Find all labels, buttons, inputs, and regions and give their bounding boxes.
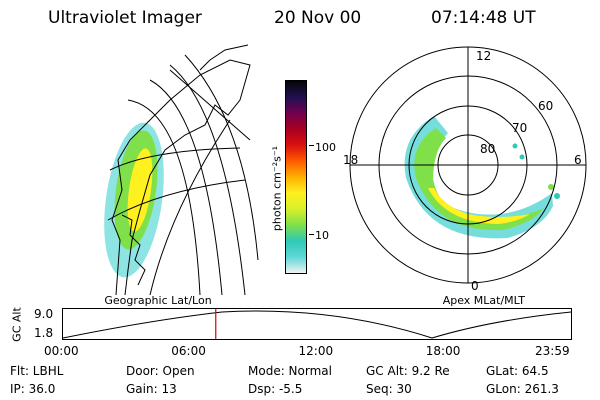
timeline-tick-label: 00:00 [44,344,79,358]
polar-dot-4 [554,193,560,199]
mlt-label-18: 18 [343,153,358,167]
info-door: Door: Open [126,364,195,378]
mlt-label-12: 12 [476,49,491,63]
colorbar-tick-10: 10 [315,229,329,242]
geo-aurora-inner [127,148,153,232]
timeline-ymin: 1.8 [34,326,54,340]
polar-dot-2 [519,154,525,160]
lat-label-70: 70 [512,121,527,135]
colorbar-unit-label: photon cm⁻²s⁻¹ [270,145,284,232]
mlt-label-6: 6 [574,153,582,167]
lat-label-60: 60 [538,99,553,113]
polar-plot: 12 18 6 0 60 70 80 Apex MLat/MLT [343,46,587,307]
info-mode: Mode: Normal [248,364,332,378]
polar-aurora-mid [414,128,544,231]
time-label: 07:14:48 UT [431,8,536,28]
timeline-tick-label: 18:00 [425,344,461,358]
info-gain: Gain: 13 [126,382,177,396]
info-seq: Seq: 30 [366,382,412,396]
info-glon: GLon: 261.3 [486,382,559,396]
timeline-tick-label: 23:59 [535,344,570,358]
geo-caption: Geographic Lat/Lon [104,294,211,307]
info-gc-alt: GC Alt: 9.2 Re [366,364,450,378]
lat-label-80: 80 [480,142,495,156]
timeline-axis-label: GC Alt [10,307,24,342]
timeline-tick-label: 06:00 [171,344,206,358]
polar-caption: Apex MLat/MLT [443,294,526,307]
colorbar [285,80,307,274]
altitude-curve [62,310,572,339]
instrument-title: Ultraviolet Imager [48,8,202,28]
info-dsp: Dsp: -5.5 [248,382,303,396]
polar-aurora-inner [428,188,530,224]
polar-dot-1 [512,143,518,149]
polar-dot-3 [548,184,554,190]
geographic-map: Geographic Lat/Lon [104,44,259,307]
info-ip: IP: 36.0 [10,382,56,396]
info-glat: GLat: 64.5 [486,364,549,378]
mlt-label-0: 0 [471,279,479,293]
timeline-ymax: 9.0 [34,307,54,321]
info-flt: Flt: LBHL [10,364,64,378]
colorbar-tick-mark-100 [309,145,314,147]
colorbar-tick-mark-10 [309,234,314,236]
colorbar-tick-100: 100 [315,141,336,154]
date-label: 20 Nov 00 [274,8,362,28]
timeline-plot [62,308,572,340]
timeline-tick-label: 12:00 [298,344,334,358]
